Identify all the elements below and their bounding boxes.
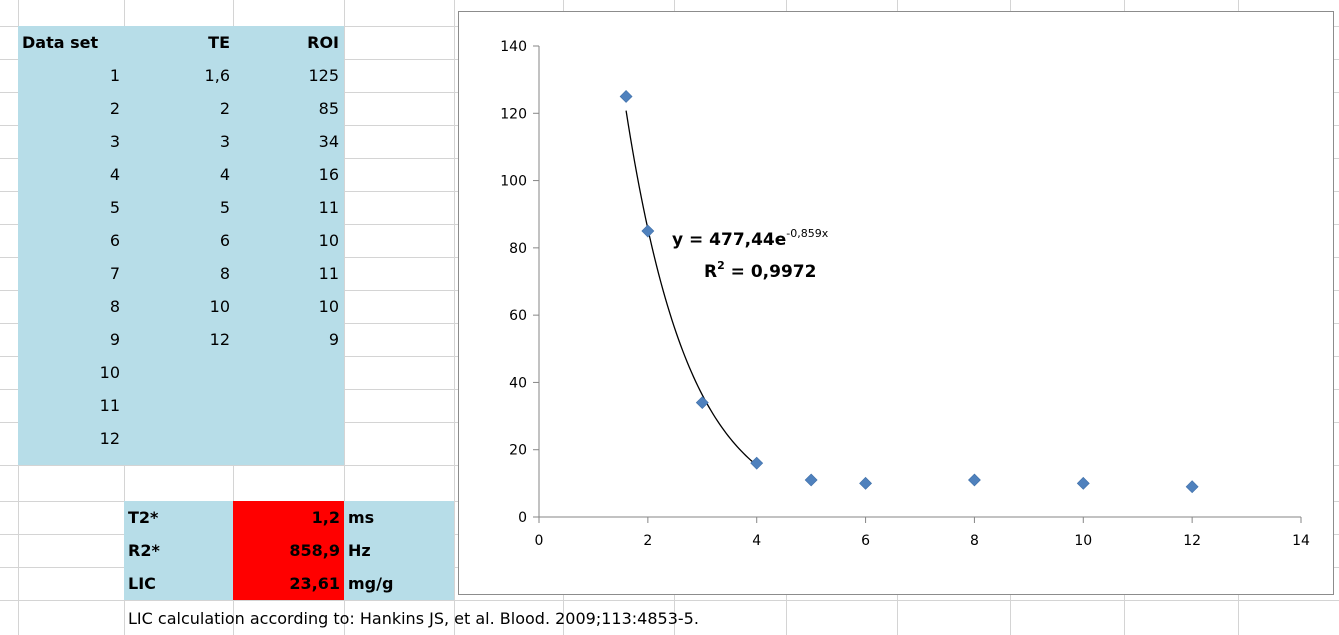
y-tick-label: 120 [500, 106, 527, 122]
cell-roi[interactable] [233, 356, 339, 389]
grid-column-line [454, 0, 455, 635]
cell-dataset[interactable]: 1 [109, 66, 120, 85]
cell-roi[interactable]: 85 [318, 99, 339, 118]
y-tick-label: 80 [509, 241, 527, 257]
cell-dataset[interactable]: 4 [109, 165, 120, 184]
cell-roi[interactable]: 11 [318, 264, 339, 283]
cell-dataset[interactable]: 2 [109, 99, 120, 118]
cell-roi[interactable]: 16 [318, 165, 339, 184]
cell-te[interactable]: 5 [219, 198, 230, 217]
result-label[interactable]: LIC [128, 574, 156, 593]
result-unit[interactable]: Hz [348, 541, 371, 560]
chart-area[interactable]: 0 20 40 60 80 100 120 140 0 2 4 6 8 10 12 14 y = 477,44… [458, 11, 1334, 595]
exponential-trendline [625, 110, 758, 466]
data-point-marker[interactable] [804, 473, 818, 487]
cell-te[interactable] [124, 389, 230, 422]
cell-dataset[interactable]: 12 [99, 429, 120, 448]
cell-dataset[interactable]: 5 [109, 198, 120, 217]
cell-roi[interactable] [233, 389, 339, 422]
header-roi[interactable]: ROI [307, 33, 339, 52]
cell-te[interactable]: 2 [219, 99, 230, 118]
x-tick-label: 2 [643, 533, 652, 549]
r2-exponent: 2 [717, 259, 725, 272]
equation-exponent: -0,859x [786, 227, 828, 240]
y-tick-label: 40 [509, 375, 527, 391]
cell-te[interactable]: 10 [209, 297, 230, 316]
cell-te[interactable] [124, 422, 230, 455]
cell-te[interactable]: 12 [209, 330, 230, 349]
data-point-marker[interactable] [1076, 476, 1090, 490]
grid-row-line [0, 600, 1339, 601]
grid-column-line [344, 0, 345, 635]
result-label[interactable]: R2* [128, 541, 160, 560]
cell-dataset[interactable]: 8 [109, 297, 120, 316]
result-value[interactable]: 858,9 [289, 541, 340, 560]
cell-te[interactable]: 4 [219, 165, 230, 184]
y-tick-label: 100 [500, 174, 527, 190]
chart-axes: 0 20 40 60 80 100 120 140 0 2 4 6 8 10 12 14 [500, 39, 1310, 549]
cell-roi[interactable]: 11 [318, 198, 339, 217]
x-tick-label: 12 [1183, 533, 1201, 549]
cell-roi[interactable]: 125 [308, 66, 339, 85]
cell-dataset[interactable]: 9 [109, 330, 120, 349]
result-value[interactable]: 23,61 [289, 574, 340, 593]
results-value-highlight [233, 501, 344, 600]
r-squared-label: R2 = 0,9972 [704, 259, 816, 282]
header-dataset[interactable]: Data set [22, 33, 99, 52]
cell-te[interactable]: 1,6 [204, 66, 230, 85]
equation-prefix: y = 477,44e [672, 230, 786, 250]
r2-suffix: = 0,9972 [725, 262, 817, 282]
cell-te[interactable]: 6 [219, 231, 230, 250]
x-tick-label: 10 [1074, 533, 1092, 549]
cell-te[interactable] [124, 356, 230, 389]
cell-roi[interactable]: 10 [318, 297, 339, 316]
data-point-marker[interactable] [641, 224, 655, 238]
cell-roi[interactable]: 10 [318, 231, 339, 250]
citation-footnote: LIC calculation according to: Hankins JS… [128, 609, 699, 628]
y-tick-label: 60 [509, 308, 527, 324]
cell-roi[interactable]: 34 [318, 132, 339, 151]
cell-te[interactable]: 3 [219, 132, 230, 151]
trendline-layer [625, 110, 758, 466]
data-point-marker[interactable] [968, 473, 981, 487]
header-te[interactable]: TE [208, 33, 230, 52]
cell-te[interactable]: 8 [219, 264, 230, 283]
data-table-background [18, 26, 344, 465]
cell-roi[interactable]: 9 [328, 330, 339, 349]
cell-dataset[interactable]: 11 [99, 396, 120, 415]
trendline-equation: y = 477,44e-0,859x R2 = 0,9972 [672, 227, 829, 282]
result-label[interactable]: T2* [128, 508, 159, 527]
cell-dataset[interactable]: 7 [109, 264, 120, 283]
cell-roi[interactable] [233, 422, 339, 455]
data-point-marker[interactable] [750, 456, 764, 470]
x-tick-label: 6 [861, 533, 870, 549]
data-point-marker[interactable] [859, 476, 872, 490]
y-tick-label: 140 [500, 39, 527, 55]
result-unit[interactable]: mg/g [348, 574, 394, 593]
x-tick-label: 4 [752, 533, 761, 549]
scatter-chart: 0 20 40 60 80 100 120 140 0 2 4 6 8 10 12 14 y = 477,44… [500, 39, 1310, 549]
cell-dataset[interactable]: 3 [109, 132, 120, 151]
y-tick-label: 20 [509, 443, 527, 459]
x-tick-label: 14 [1292, 533, 1310, 549]
result-value[interactable]: 1,2 [311, 508, 340, 527]
x-tick-label: 0 [535, 533, 544, 549]
x-tick-label: 8 [970, 533, 979, 549]
data-point-marker[interactable] [695, 396, 709, 410]
r2-prefix: R [704, 262, 717, 282]
y-tick-label: 0 [518, 510, 527, 526]
data-points [619, 90, 1199, 494]
result-unit[interactable]: ms [348, 508, 375, 527]
cell-dataset[interactable]: 6 [109, 231, 120, 250]
equation-label: y = 477,44e-0,859x [672, 227, 829, 250]
cell-dataset[interactable]: 10 [99, 363, 120, 382]
data-point-marker[interactable] [619, 90, 633, 103]
data-point-marker[interactable] [1185, 480, 1199, 494]
